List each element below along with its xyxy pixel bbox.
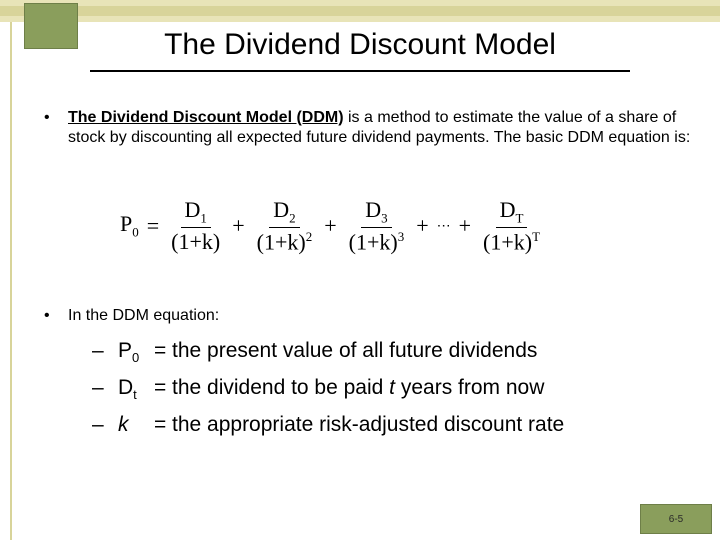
left-rule bbox=[10, 0, 12, 540]
top-strip bbox=[0, 0, 720, 22]
eq-lhs-sym: P bbox=[120, 211, 132, 236]
eq-plus-3: + bbox=[416, 213, 428, 239]
eq-ellipsis: ⋯ bbox=[437, 217, 451, 234]
definition-k: – k = the appropriate risk-adjusted disc… bbox=[92, 410, 692, 440]
title-underline bbox=[90, 70, 630, 72]
bullet-2: • In the DDM equation: bbox=[44, 306, 692, 326]
eq-plus-4: + bbox=[459, 213, 471, 239]
definition-p0: – P0 = the present value of all future d… bbox=[92, 336, 692, 373]
eq-lhs: P0 bbox=[120, 211, 139, 240]
eq-term-2: D2 (1+k)2 bbox=[253, 198, 317, 253]
content-area-1: • The Dividend Discount Model (DDM) is a… bbox=[44, 108, 692, 154]
page-number-block: 6-5 bbox=[640, 504, 712, 534]
eq-equals: = bbox=[147, 213, 159, 239]
eq-term-1: D1 (1+k) bbox=[167, 198, 224, 253]
eq-plus-2: + bbox=[324, 213, 336, 239]
bullet-1: • The Dividend Discount Model (DDM) is a… bbox=[44, 108, 692, 148]
page-number: 6-5 bbox=[669, 514, 683, 525]
eq-lhs-sub: 0 bbox=[132, 224, 139, 239]
ddm-equation: P0 = D1 (1+k) + D2 (1+k)2 + D3 (1+k)3 + … bbox=[120, 198, 600, 278]
top-strip-inner bbox=[0, 6, 720, 16]
eq-term-last: DT (1+k)T bbox=[479, 198, 544, 253]
definition-list: – P0 = the present value of all future d… bbox=[92, 336, 692, 440]
definition-dt: – Dt = the dividend to be paid t years f… bbox=[92, 373, 692, 410]
slide-title: The Dividend Discount Model bbox=[0, 28, 720, 62]
eq-term-3: D3 (1+k)3 bbox=[345, 198, 409, 253]
eq-plus-1: + bbox=[232, 213, 244, 239]
bullet-2-text: In the DDM equation: bbox=[68, 306, 692, 326]
bullet-marker: • bbox=[44, 108, 68, 148]
bullet-marker: • bbox=[44, 306, 68, 326]
content-area-2: • In the DDM equation: – P0 = the presen… bbox=[44, 306, 692, 440]
slide: The Dividend Discount Model • The Divide… bbox=[0, 0, 720, 540]
bullet-1-text: The Dividend Discount Model (DDM) is a m… bbox=[68, 108, 692, 148]
ddm-term: The Dividend Discount Model (DDM) bbox=[68, 109, 344, 126]
